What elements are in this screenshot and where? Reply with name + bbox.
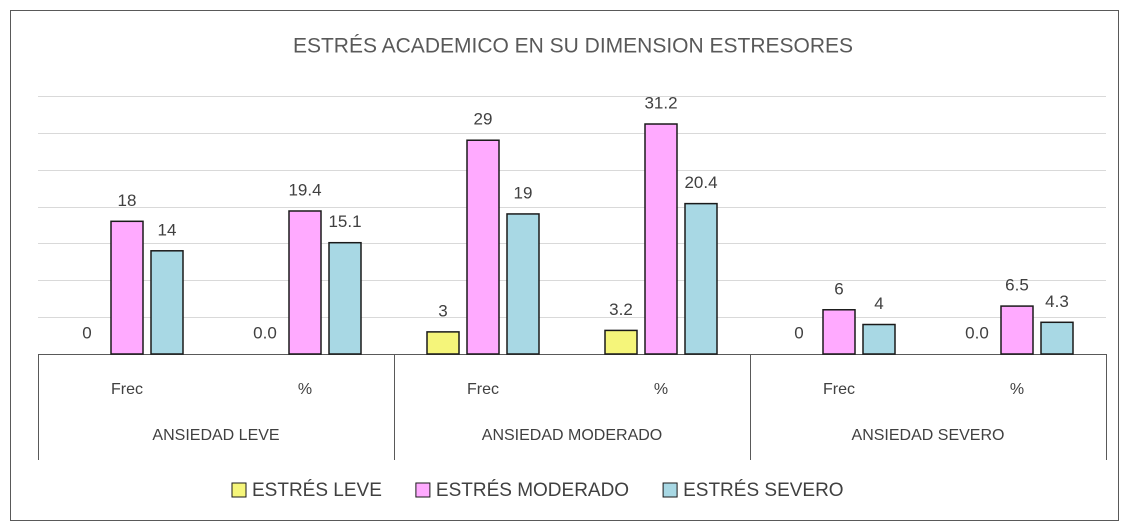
chart-title: ESTRÉS ACADEMICO EN SU DIMENSION ESTRESO… <box>293 35 853 58</box>
data-label: 3 <box>438 301 447 320</box>
data-label: 29 <box>474 110 493 129</box>
data-label: 0 <box>82 323 91 342</box>
data-label: 6.5 <box>1005 276 1029 295</box>
bar <box>426 331 460 355</box>
data-label: 19.4 <box>288 180 321 199</box>
x-tick-label: Frec <box>823 381 855 398</box>
bar <box>822 309 856 355</box>
data-label: 0 <box>794 323 803 342</box>
legend-swatch <box>415 482 431 498</box>
data-label: 18 <box>118 191 137 210</box>
data-label: 20.4 <box>684 173 717 192</box>
x-tick-label: Frec <box>467 381 499 398</box>
legend-label: ESTRÉS SEVERO <box>683 480 844 501</box>
x-tick-label: % <box>1010 381 1024 398</box>
x-tick-label: % <box>298 381 312 398</box>
bar <box>604 329 638 355</box>
bar <box>1000 305 1034 355</box>
bar <box>862 323 896 355</box>
data-label: 4.3 <box>1045 292 1069 311</box>
x-tick-label: Frec <box>111 381 143 398</box>
legend-label: ESTRÉS MODERADO <box>436 480 629 501</box>
bar <box>328 241 362 355</box>
legend-swatch <box>231 482 247 498</box>
x-tick-label: % <box>654 381 668 398</box>
bar <box>150 250 184 355</box>
group-label: ANSIEDAD SEVERO <box>852 427 1005 444</box>
group-label: ANSIEDAD MODERADO <box>482 427 662 444</box>
bar <box>1040 321 1074 355</box>
data-label: 15.1 <box>328 212 361 231</box>
group-label: ANSIEDAD LEVE <box>152 427 279 444</box>
data-label: 19 <box>514 183 533 202</box>
data-label: 0.0 <box>253 323 277 342</box>
data-label: 0.0 <box>965 323 989 342</box>
bar <box>110 220 144 355</box>
chart-frame <box>10 10 1119 521</box>
bar <box>684 202 718 355</box>
bar <box>466 139 500 355</box>
bar <box>506 213 540 355</box>
bar <box>288 210 322 355</box>
data-label: 4 <box>874 294 883 313</box>
data-label: 31.2 <box>644 93 677 112</box>
data-label: 6 <box>834 279 843 298</box>
legend-swatch <box>662 482 678 498</box>
bar <box>644 123 678 355</box>
data-label: 3.2 <box>609 300 633 319</box>
legend-label: ESTRÉS LEVE <box>252 480 382 501</box>
data-label: 14 <box>158 220 177 239</box>
